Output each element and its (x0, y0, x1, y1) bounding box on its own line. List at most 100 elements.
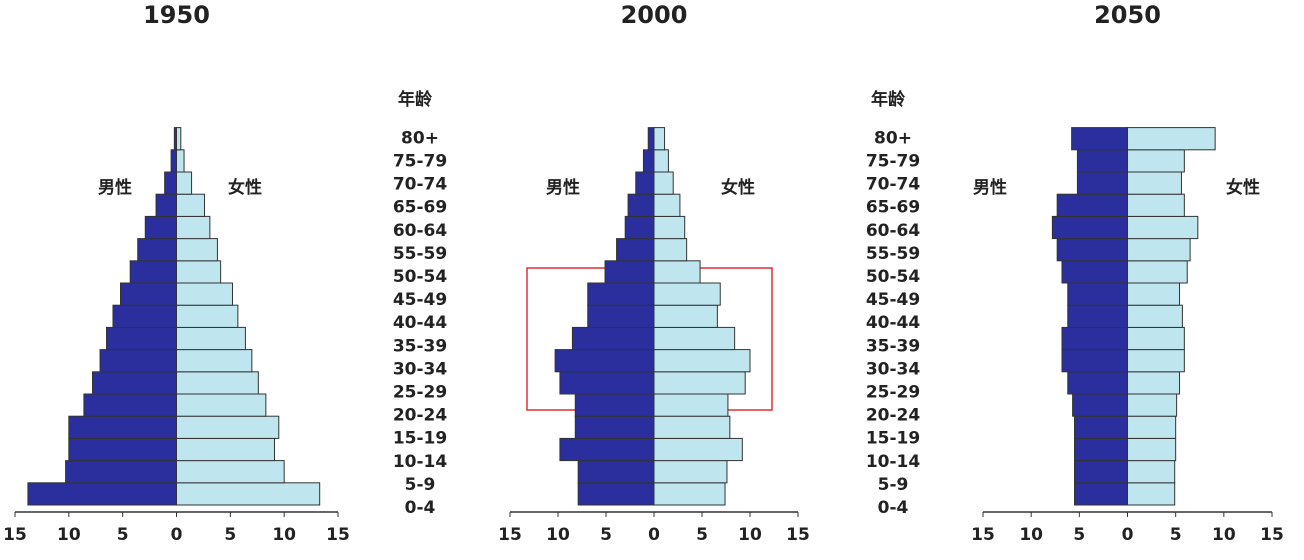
age-label: 70-74 (393, 175, 448, 195)
age-label: 30-34 (866, 359, 921, 379)
bar (176, 193, 205, 217)
bar (554, 349, 655, 373)
legend-label: 男性 (973, 177, 1007, 198)
age-label: 5-9 (405, 475, 436, 495)
legend-label: 女性 (228, 177, 262, 198)
bar (65, 460, 177, 484)
bar (176, 282, 233, 306)
x-tick-label: 0 (1122, 525, 1134, 545)
bar (176, 304, 239, 328)
bar (27, 482, 178, 506)
age-label: 45-49 (866, 290, 920, 310)
bar (144, 215, 178, 240)
bar (559, 371, 655, 395)
age-label: 15-19 (393, 429, 447, 449)
age-label: 60-64 (393, 221, 448, 241)
bar (1127, 215, 1199, 240)
bar (1061, 260, 1128, 284)
bar (1127, 149, 1185, 173)
bar (577, 482, 655, 506)
bar (176, 415, 280, 439)
bar (1067, 304, 1128, 328)
age-label: 10-14 (393, 452, 448, 472)
bar (571, 326, 655, 351)
bar (587, 304, 655, 328)
bar (627, 193, 655, 217)
x-tick-label: 15 (786, 525, 810, 545)
bar (176, 238, 218, 262)
bar (155, 193, 178, 217)
bar (653, 282, 721, 306)
x-tick-label: 10 (272, 525, 296, 545)
bar (653, 304, 718, 328)
bar (616, 238, 655, 262)
age-label: 0-4 (878, 498, 909, 518)
age-label: 20-24 (866, 406, 921, 426)
bar (83, 393, 177, 417)
age-label: 50-54 (866, 267, 921, 287)
bar (1074, 460, 1129, 484)
bar (176, 127, 182, 151)
bar (68, 415, 177, 439)
bar (1067, 282, 1128, 306)
bar (137, 238, 178, 262)
bar (653, 326, 736, 351)
age-label: 65-69 (393, 198, 447, 218)
bar (653, 349, 751, 373)
bar (99, 349, 177, 373)
bar (1127, 415, 1177, 439)
bar (653, 460, 728, 484)
bar (129, 260, 178, 284)
bar (653, 127, 666, 151)
bar (1061, 326, 1128, 351)
bar (653, 149, 669, 173)
age-label: 80+ (874, 128, 912, 148)
bar (176, 149, 185, 173)
chart-title: 1950 (143, 1, 210, 29)
bar (1074, 482, 1129, 506)
x-tick-label: 15 (498, 525, 522, 545)
bar (1074, 437, 1129, 462)
age-label: 15-19 (866, 429, 920, 449)
bar (92, 371, 177, 395)
bar (1127, 127, 1216, 151)
age-label: 50-54 (393, 267, 448, 287)
bar (1127, 371, 1181, 395)
legend-label: 女性 (1226, 177, 1260, 198)
age-label: 45-49 (393, 290, 447, 310)
bar (653, 193, 681, 217)
age-label: 25-29 (393, 383, 447, 403)
age-label: 75-79 (393, 152, 447, 172)
x-tick-label: 5 (117, 525, 129, 545)
age-label: 35-39 (866, 336, 920, 356)
chart-title: 2000 (621, 1, 688, 29)
bar (176, 215, 211, 240)
bar (120, 282, 178, 306)
bar (653, 437, 743, 462)
bar (106, 326, 177, 351)
bar (176, 437, 275, 462)
age-label: 80+ (401, 128, 439, 148)
bar (1127, 171, 1182, 195)
bar (1127, 282, 1181, 306)
bar (1071, 127, 1129, 151)
chart-title: 2050 (1094, 1, 1161, 29)
bar (1072, 393, 1128, 417)
x-tick-label: 15 (1260, 525, 1284, 545)
bar (176, 326, 246, 351)
age-label: 25-29 (866, 383, 920, 403)
bar (559, 437, 655, 462)
bar (176, 260, 222, 284)
age-label: 55-59 (866, 244, 920, 264)
bar (1127, 349, 1185, 373)
x-tick-label: 0 (171, 525, 183, 545)
legend-label: 男性 (546, 177, 580, 198)
bar (642, 149, 655, 173)
bar (577, 460, 655, 484)
bar (176, 482, 321, 506)
age-label: 55-59 (393, 244, 447, 264)
x-tick-label: 10 (738, 525, 762, 545)
bar (176, 460, 285, 484)
age-label: 0-4 (405, 498, 436, 518)
bar (1056, 193, 1128, 217)
